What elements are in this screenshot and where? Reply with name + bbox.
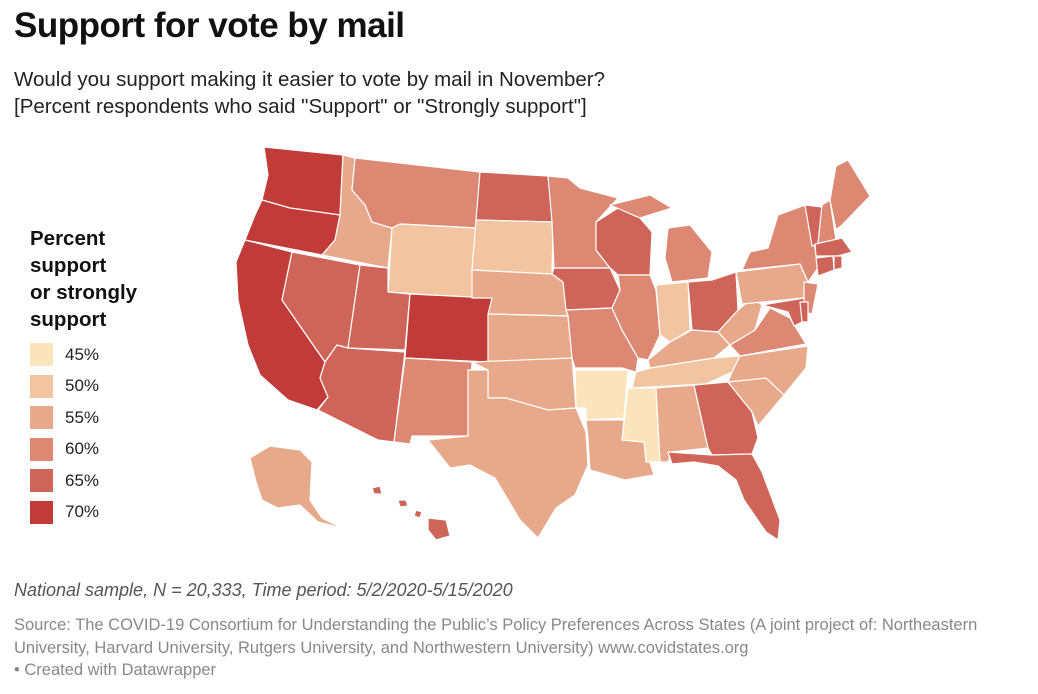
state-co[interactable] — [404, 293, 493, 363]
legend-item-70: 70% — [30, 497, 180, 529]
state-nm[interactable] — [393, 357, 473, 445]
state-ar[interactable] — [574, 369, 629, 421]
subtitle-line-1: Would you support making it easier to vo… — [14, 68, 605, 91]
legend-label: 50% — [65, 376, 100, 396]
state-ma[interactable] — [814, 237, 853, 257]
state-de[interactable] — [799, 301, 809, 323]
sample-note: National sample, N = 20,333, Time period… — [14, 580, 513, 600]
legend-item-65: 65% — [30, 465, 180, 497]
legend-title-line: or strongly — [30, 281, 138, 304]
subtitle-line-2: [Percent respondents who said "Support" … — [14, 95, 587, 118]
legend-item-45: 45% — [30, 339, 180, 371]
chart-title: Support for vote by mail — [14, 6, 405, 45]
legend-title-line: support — [30, 308, 107, 331]
legend-swatch — [30, 406, 53, 430]
legend-swatch — [30, 500, 53, 524]
state-me[interactable] — [829, 159, 871, 231]
legend-item-60: 60% — [30, 434, 180, 466]
legend-swatch — [30, 343, 53, 367]
state-hi[interactable] — [371, 485, 451, 541]
legend-title: Percent support or strongly support — [30, 225, 180, 333]
source-text: Source: The COVID-19 Consortium for Unde… — [14, 614, 1029, 682]
state-mi[interactable] — [609, 194, 713, 283]
state-mt[interactable] — [351, 157, 481, 229]
legend-label: 65% — [65, 470, 100, 490]
legend-label: 45% — [65, 344, 100, 364]
state-md[interactable] — [761, 297, 807, 327]
legend-label: 55% — [65, 407, 100, 427]
color-legend: Percent support or strongly support 45% … — [30, 225, 180, 528]
datawrapper-credit: • Created with Datawrapper — [14, 661, 217, 679]
source-citation: Source: The COVID-19 Consortium for Unde… — [14, 616, 978, 657]
legend-items: 45% 50% 55% 60% 65% 70% — [30, 339, 180, 528]
legend-label: 60% — [65, 439, 100, 459]
state-il[interactable] — [611, 274, 661, 361]
state-ri[interactable] — [833, 255, 843, 271]
legend-swatch — [30, 437, 53, 461]
state-ks[interactable] — [487, 313, 573, 363]
state-ct[interactable] — [815, 255, 835, 277]
state-az[interactable] — [317, 344, 406, 443]
state-nd[interactable] — [475, 171, 554, 223]
legend-label: 70% — [65, 502, 100, 522]
legend-item-55: 55% — [30, 402, 180, 434]
state-nc[interactable] — [727, 345, 809, 396]
state-sd[interactable] — [471, 219, 554, 275]
legend-swatch — [30, 374, 53, 398]
state-in[interactable] — [655, 281, 691, 343]
state-wy[interactable] — [387, 223, 477, 299]
state-ak[interactable] — [249, 445, 343, 529]
chart-subtitle: Would you support making it easier to vo… — [14, 66, 605, 120]
legend-item-50: 50% — [30, 371, 180, 403]
legend-swatch — [30, 469, 53, 493]
legend-title-line: support — [30, 254, 107, 277]
state-fl[interactable] — [667, 451, 781, 541]
legend-title-line: Percent — [30, 227, 106, 250]
state-tx[interactable] — [427, 369, 589, 539]
